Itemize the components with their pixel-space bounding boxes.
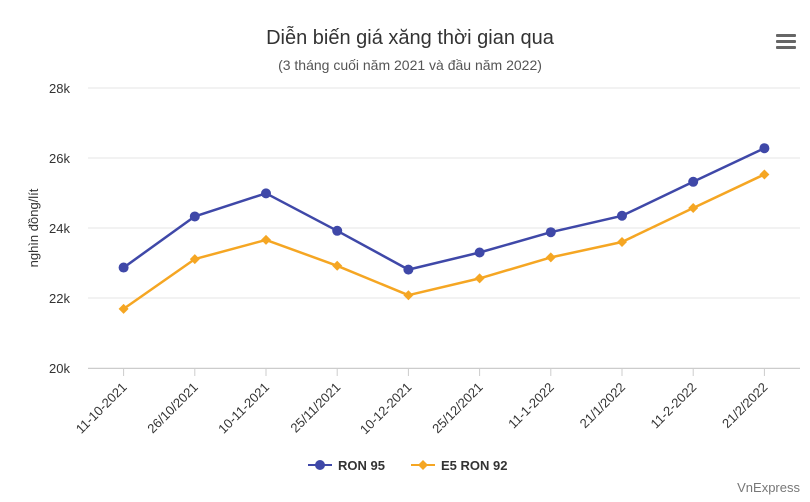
y-tick-label: 28k xyxy=(49,81,70,96)
legend-marker-e5-ron92 xyxy=(418,460,428,470)
data-point[interactable] xyxy=(474,273,485,284)
y-axis-label: nghìn đồng/lít xyxy=(26,188,41,267)
data-point[interactable] xyxy=(545,227,556,238)
y-axis-ticks: 20k 22k 24k 26k 28k xyxy=(49,81,70,376)
series-ron95 xyxy=(118,143,770,275)
x-tick-label: 11-10-2021 xyxy=(73,380,130,437)
legend: RON 95 E5 RON 92 xyxy=(308,458,507,473)
series-line xyxy=(122,173,765,310)
gridlines xyxy=(88,87,800,369)
data-point[interactable] xyxy=(403,264,414,275)
chart-subtitle: (3 tháng cuối năm 2021 và đầu năm 2022) xyxy=(278,57,542,73)
series-line xyxy=(122,147,765,271)
data-point[interactable] xyxy=(617,210,627,221)
legend-marker-ron95 xyxy=(315,460,325,470)
data-point[interactable] xyxy=(261,234,271,245)
x-tick-label: 10-12-2021 xyxy=(357,380,415,438)
data-point[interactable] xyxy=(474,247,485,258)
series xyxy=(118,143,770,314)
x-tick-label: 25/11/2021 xyxy=(287,380,343,436)
data-point[interactable] xyxy=(759,169,770,180)
data-point[interactable] xyxy=(759,143,770,154)
data-point[interactable] xyxy=(403,290,414,301)
y-tick-label: 22k xyxy=(49,291,70,306)
data-point[interactable] xyxy=(261,188,271,199)
x-axis-ticks: 11-10-2021 26/10/2021 10-11-2021 25/11/2021… xyxy=(73,368,771,437)
data-point[interactable] xyxy=(118,303,129,314)
data-point[interactable] xyxy=(688,176,699,187)
x-tick-label: 21/1/2022 xyxy=(577,380,629,432)
x-tick-label: 21/2/2022 xyxy=(719,380,771,432)
series-e5-ron92 xyxy=(118,169,770,314)
y-tick-label: 24k xyxy=(49,221,70,236)
data-point[interactable] xyxy=(545,252,556,263)
data-point[interactable] xyxy=(189,254,200,265)
data-point[interactable] xyxy=(332,260,343,271)
x-tick-label: 26/10/2021 xyxy=(144,380,201,437)
data-point[interactable] xyxy=(688,203,699,214)
x-tick-label: 10-11-2021 xyxy=(215,380,272,437)
legend-label-ron95: RON 95 xyxy=(338,458,385,473)
legend-item-ron95[interactable]: RON 95 xyxy=(308,458,385,473)
data-point[interactable] xyxy=(118,262,129,273)
data-point[interactable] xyxy=(189,211,200,222)
y-tick-label: 20k xyxy=(49,361,70,376)
legend-label-e5-ron92: E5 RON 92 xyxy=(441,458,507,473)
data-point[interactable] xyxy=(332,225,343,236)
x-tick-label: 25/12/2021 xyxy=(429,380,486,437)
chart-title: Diễn biến giá xăng thời gian qua xyxy=(266,26,555,49)
data-point[interactable] xyxy=(617,237,627,247)
hamburger-menu-icon[interactable] xyxy=(770,31,798,55)
legend-item-e5-ron92[interactable]: E5 RON 92 xyxy=(411,458,507,473)
x-tick-label: 11-2-2022 xyxy=(647,380,699,432)
y-tick-label: 26k xyxy=(49,151,70,166)
x-tick-label: 11-1-2022 xyxy=(505,380,557,432)
credit-text[interactable]: VnExpress xyxy=(737,480,800,495)
